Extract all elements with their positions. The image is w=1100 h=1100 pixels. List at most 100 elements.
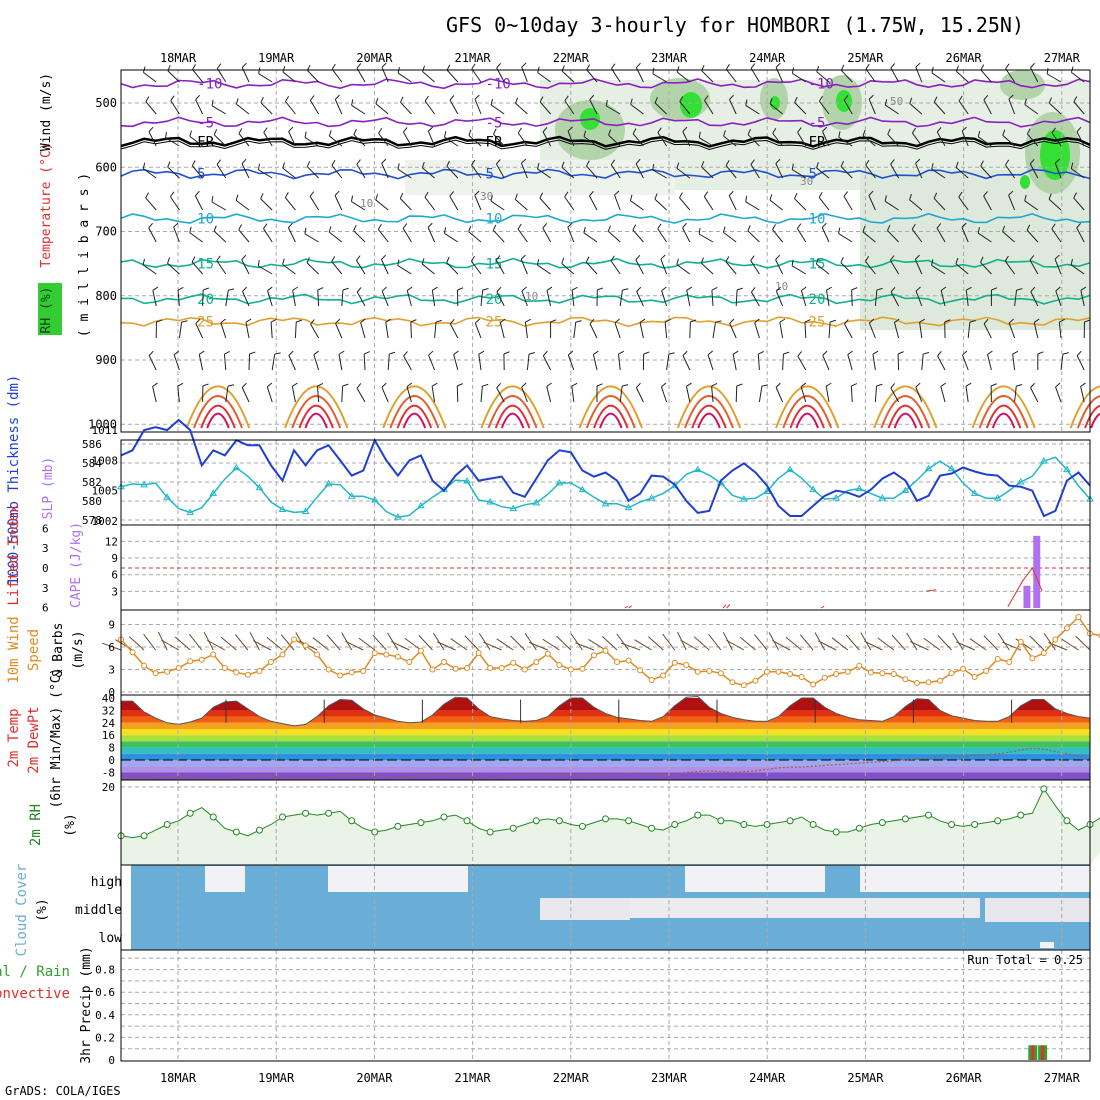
- wind-barb: [282, 71, 296, 83]
- wind-barb-flag: [403, 127, 408, 133]
- wind-barb-flag: [887, 128, 891, 135]
- lifted-index-line: [926, 589, 937, 592]
- wind-barb-flag: [1024, 98, 1027, 105]
- wind-barb-flag: [791, 163, 794, 170]
- wind-10m-barb: [983, 635, 999, 651]
- surface-isotherm-arc: [691, 404, 727, 429]
- wind-barb: [148, 131, 157, 147]
- wind-barb: [211, 201, 227, 211]
- wind-barb-flag: [334, 190, 340, 196]
- wind-barb: [270, 322, 273, 339]
- precip-tick-label: 0: [108, 1054, 115, 1067]
- lifted-index-mark: [628, 605, 632, 609]
- wind-barb: [284, 197, 296, 211]
- wind-barb: [769, 103, 783, 115]
- wind-barb-flag: [457, 287, 464, 291]
- wind-barb: [585, 261, 598, 275]
- wind-barb-flag: [887, 224, 891, 231]
- precip-tick-label: 0.4: [95, 1009, 115, 1022]
- wind-barb-flag: [525, 318, 531, 323]
- wind-barb: [309, 100, 320, 115]
- wind-barb-flag: [306, 160, 311, 167]
- surface-isotherm-arc: [494, 404, 531, 429]
- wind-barb: [524, 322, 528, 339]
- wind-barb-flag: [909, 97, 913, 104]
- wind-barb-flag: [1008, 190, 1014, 196]
- rh-moist-region: [1000, 70, 1045, 100]
- wind-barb-flag: [865, 63, 870, 70]
- wind-barb: [331, 68, 343, 83]
- wind-barb-flag: [679, 192, 683, 198]
- wind-barb-flag: [769, 194, 773, 201]
- wind-speed-point: [775, 668, 782, 675]
- wind-barb-flag: [342, 287, 349, 291]
- wind-speed-point: [717, 670, 724, 677]
- isotherm-label: 5: [197, 167, 205, 183]
- pressure-axis-label: ( m i l l i b a r s ): [77, 173, 92, 337]
- date-label-bottom: 27MAR: [1044, 1071, 1081, 1085]
- surface-isotherm-arc: [480, 385, 545, 429]
- wind-barb-flag: [539, 96, 544, 103]
- wind-barb: [775, 387, 784, 403]
- wind-speed-point: [913, 680, 920, 686]
- wind-barb-flag: [521, 286, 527, 292]
- wind-speed-point: [337, 672, 344, 679]
- wind-barb: [958, 196, 969, 211]
- wind-barb: [165, 137, 180, 147]
- wind-barb: [258, 73, 273, 83]
- wind-barb-flag: [399, 192, 404, 199]
- wind-barb: [955, 263, 969, 275]
- wind-barb-flag: [470, 255, 475, 262]
- wind-barb: [676, 71, 691, 83]
- rh-axis-label-overlay: RH (%): [39, 287, 54, 334]
- lifted-index-tick-label: 6: [42, 522, 49, 535]
- wind-barb-flag: [679, 96, 684, 102]
- wind-10m-barb: [739, 636, 756, 651]
- rh-2m-point: [140, 832, 148, 840]
- wind-barb: [567, 130, 575, 147]
- wind-barb: [980, 261, 992, 275]
- wind-barb-flag: [353, 224, 357, 231]
- wind-barb: [521, 66, 528, 83]
- wind-speed-point: [671, 659, 678, 666]
- wind-10m-barb: [496, 638, 514, 651]
- wind-barb-flag: [304, 131, 307, 138]
- wind-barb: [381, 163, 389, 179]
- wind-barb-flag: [838, 227, 841, 234]
- wind-barb-flag: [660, 254, 666, 260]
- surface-isotherm-arc: [676, 385, 742, 429]
- wind-10m-barb: [542, 638, 560, 651]
- wind-barb: [654, 102, 667, 115]
- wind-barb-flag: [403, 351, 408, 357]
- wind-barb-flag: [471, 63, 476, 70]
- wind-barb-flag: [427, 222, 433, 228]
- wind-axis-label-speed: Speed: [26, 629, 42, 671]
- surface-isotherm-arc: [971, 385, 1036, 429]
- wind-barb: [838, 233, 853, 243]
- isotherm-label: 15: [197, 257, 214, 273]
- wind-barb-flag: [589, 191, 594, 197]
- wind-barb-flag: [170, 191, 175, 198]
- lifted-index-tick-label: 0: [42, 562, 49, 575]
- wind-barb-flag: [167, 257, 171, 264]
- wind-barb-flag: [546, 382, 552, 387]
- wind-barb: [539, 101, 551, 115]
- wind-barb-flag: [643, 351, 650, 355]
- wind-barb: [173, 354, 180, 371]
- wind-barb: [1014, 290, 1018, 307]
- wind-barb: [198, 354, 204, 371]
- surface-isotherm-arc: [578, 385, 643, 429]
- wind-10m-barb: [280, 634, 295, 651]
- wind-barb: [607, 230, 621, 243]
- wind-barb: [236, 103, 250, 115]
- wind-barb: [1060, 354, 1064, 371]
- wind-barb-flag: [282, 258, 285, 265]
- wind-barb-flag: [816, 162, 819, 169]
- rh-2m-point: [901, 815, 909, 823]
- wind-barb-flag: [769, 98, 773, 105]
- wind-barb-flag: [471, 159, 476, 166]
- surface-isotherm-arc: [789, 404, 825, 429]
- wind-barb: [167, 262, 180, 275]
- date-label-bottom: 24MAR: [749, 1071, 786, 1085]
- lifted-index-mark: [624, 605, 629, 609]
